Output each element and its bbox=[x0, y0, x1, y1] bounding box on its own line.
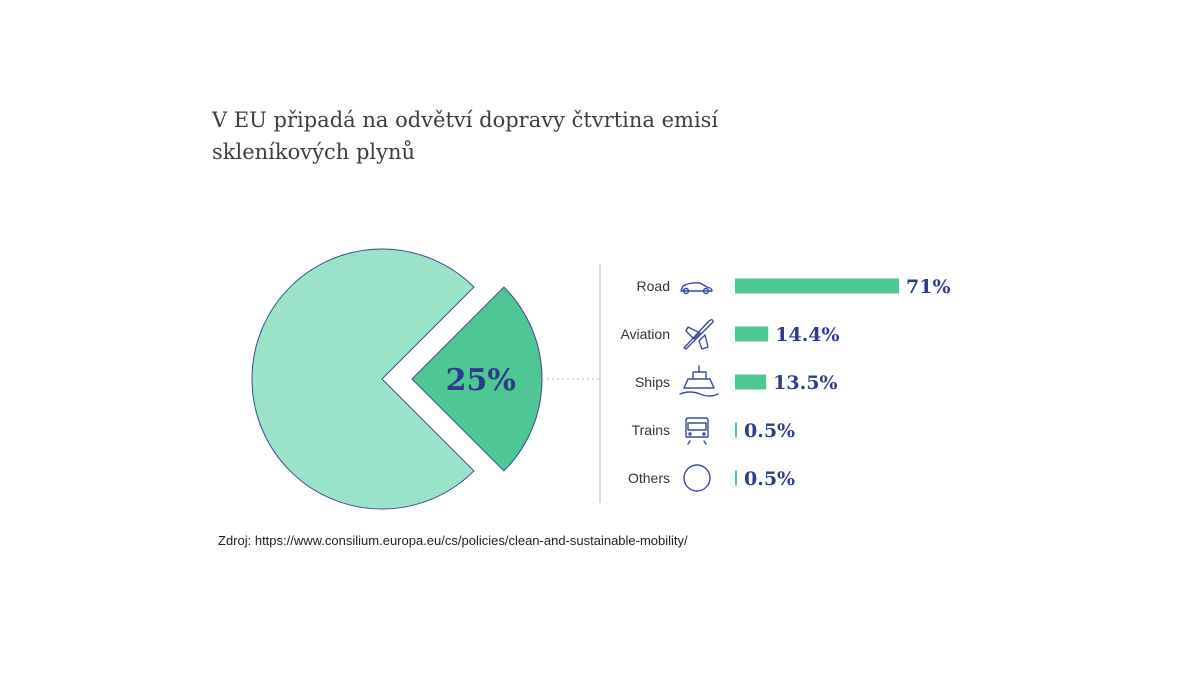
circle-icon bbox=[683, 464, 711, 492]
bar-ships bbox=[735, 374, 767, 390]
plane-icon bbox=[683, 319, 714, 350]
ship-icon bbox=[679, 365, 719, 397]
bar-others bbox=[735, 470, 737, 486]
bar-label-trains: Trains bbox=[632, 422, 670, 438]
bar-aviation bbox=[735, 326, 769, 342]
bar-road bbox=[735, 278, 899, 294]
bar-label-aviation: Aviation bbox=[620, 326, 670, 342]
bar-trains bbox=[735, 422, 737, 438]
bar-value-trains: 0.5% bbox=[744, 420, 795, 442]
chart-title: V EU připadá na odvětví dopravy čtvrtina… bbox=[212, 108, 719, 164]
source-note: Zdroj: https://www.consilium.europa.eu/c… bbox=[218, 533, 688, 548]
pie-slice-0 bbox=[251, 248, 475, 510]
train-icon bbox=[685, 417, 709, 445]
bar-label-ships: Ships bbox=[635, 374, 670, 390]
car-icon bbox=[680, 282, 713, 295]
pie-slice-label: 25% bbox=[446, 363, 516, 398]
bar-value-road: 71% bbox=[906, 276, 951, 298]
bar-value-others: 0.5% bbox=[744, 468, 795, 490]
bar-value-ships: 13.5% bbox=[773, 372, 837, 394]
bar-chart: Road 71% Aviation 14.4% Ships 13.5% Trains 0.5%… bbox=[620, 276, 951, 492]
bar-value-aviation: 14.4% bbox=[775, 324, 839, 346]
pie-chart: 25% bbox=[251, 248, 543, 510]
bar-label-others: Others bbox=[628, 470, 670, 486]
bar-label-road: Road bbox=[637, 278, 670, 294]
